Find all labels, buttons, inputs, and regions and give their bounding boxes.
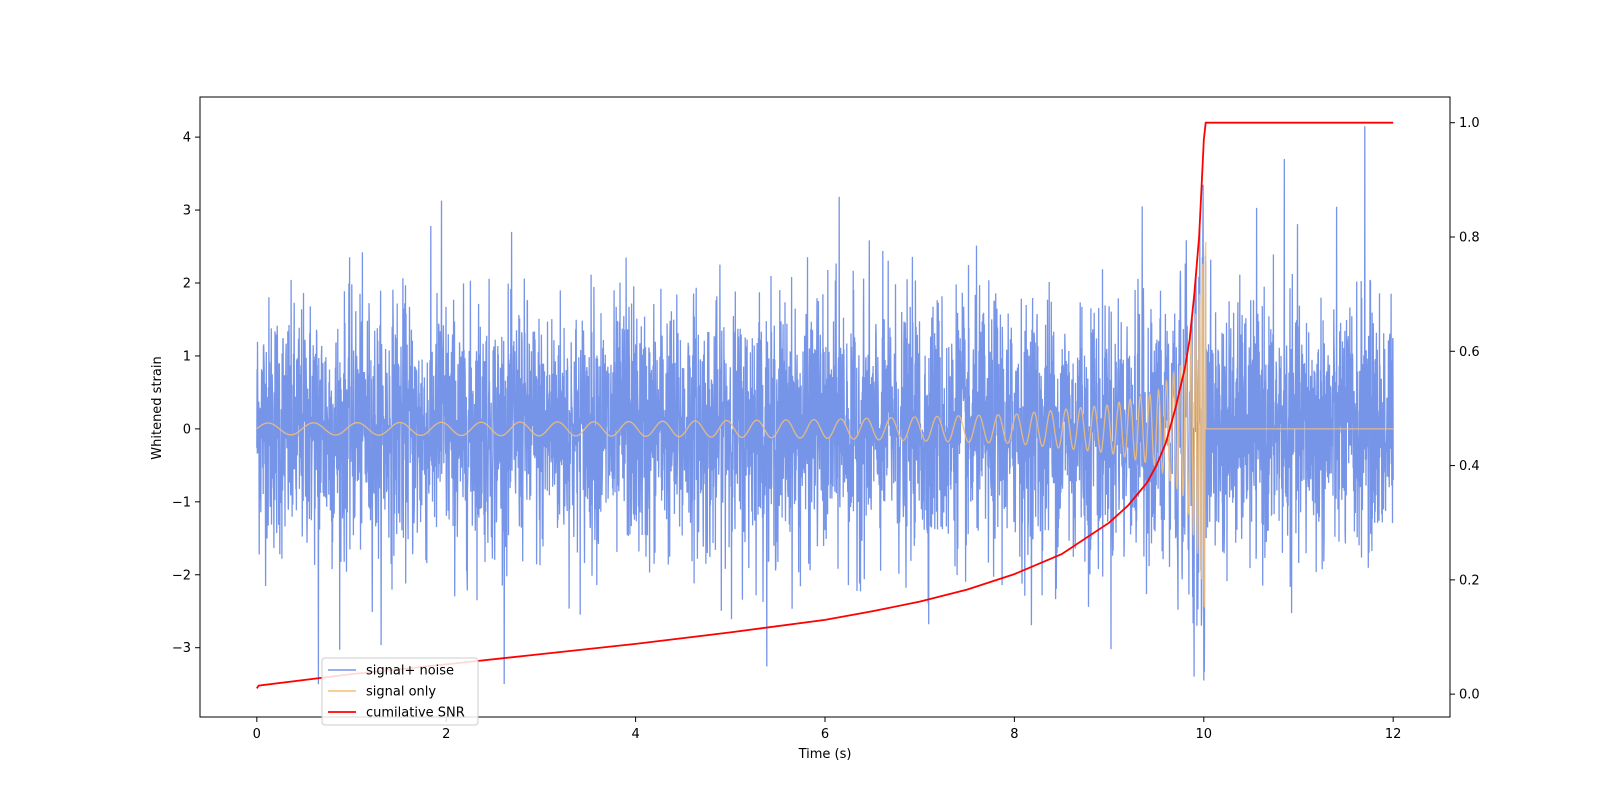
legend-label: signal only [366,685,436,700]
legend-box [321,657,479,726]
y2-tick-label: 1.0 [1459,116,1480,131]
series-signal-only [256,242,1394,608]
y-tick-label: 2 [183,277,191,292]
legend-label: signal+ noise [366,664,454,679]
y-axis-label: Whitened strain [150,356,165,459]
y-tick-label: −1 [172,495,191,510]
series-layer [256,121,1394,689]
y-tick-label: −2 [172,568,191,583]
y2-tick-label: 0.8 [1459,231,1480,246]
series-signal-plus-noise [256,126,1394,685]
x-tick-label: 0 [253,727,261,742]
y-tick-label: 1 [183,349,191,364]
y-tick-label: −3 [172,641,191,656]
y2-tick-label: 0.0 [1459,688,1480,703]
y2-tick-label: 0.2 [1459,573,1480,588]
x-tick-label: 6 [821,727,829,742]
y-tick-label: 4 [183,131,191,146]
y2-tick-label: 0.4 [1459,459,1480,474]
x-tick-label: 8 [1010,727,1018,742]
x-tick-label: 12 [1385,727,1402,742]
y-tick-label: 0 [183,422,191,437]
legend: signal+ noise signal only cumilative SNR [321,657,479,726]
x-tick-label: 4 [631,727,639,742]
y2-tick-label: 0.6 [1459,345,1480,360]
y-axis-right: 0.0 0.2 0.4 0.6 0.8 1.0 [1450,116,1480,703]
x-tick-label: 10 [1196,727,1213,742]
series-cumulative-snr [256,121,1394,689]
x-tick-label: 2 [442,727,450,742]
y-tick-label: 3 [183,204,191,219]
legend-label: cumilative SNR [366,706,465,721]
y-axis-left: −3 −2 −1 0 1 2 3 4 [172,131,200,656]
x-axis-label: Time (s) [798,747,852,762]
